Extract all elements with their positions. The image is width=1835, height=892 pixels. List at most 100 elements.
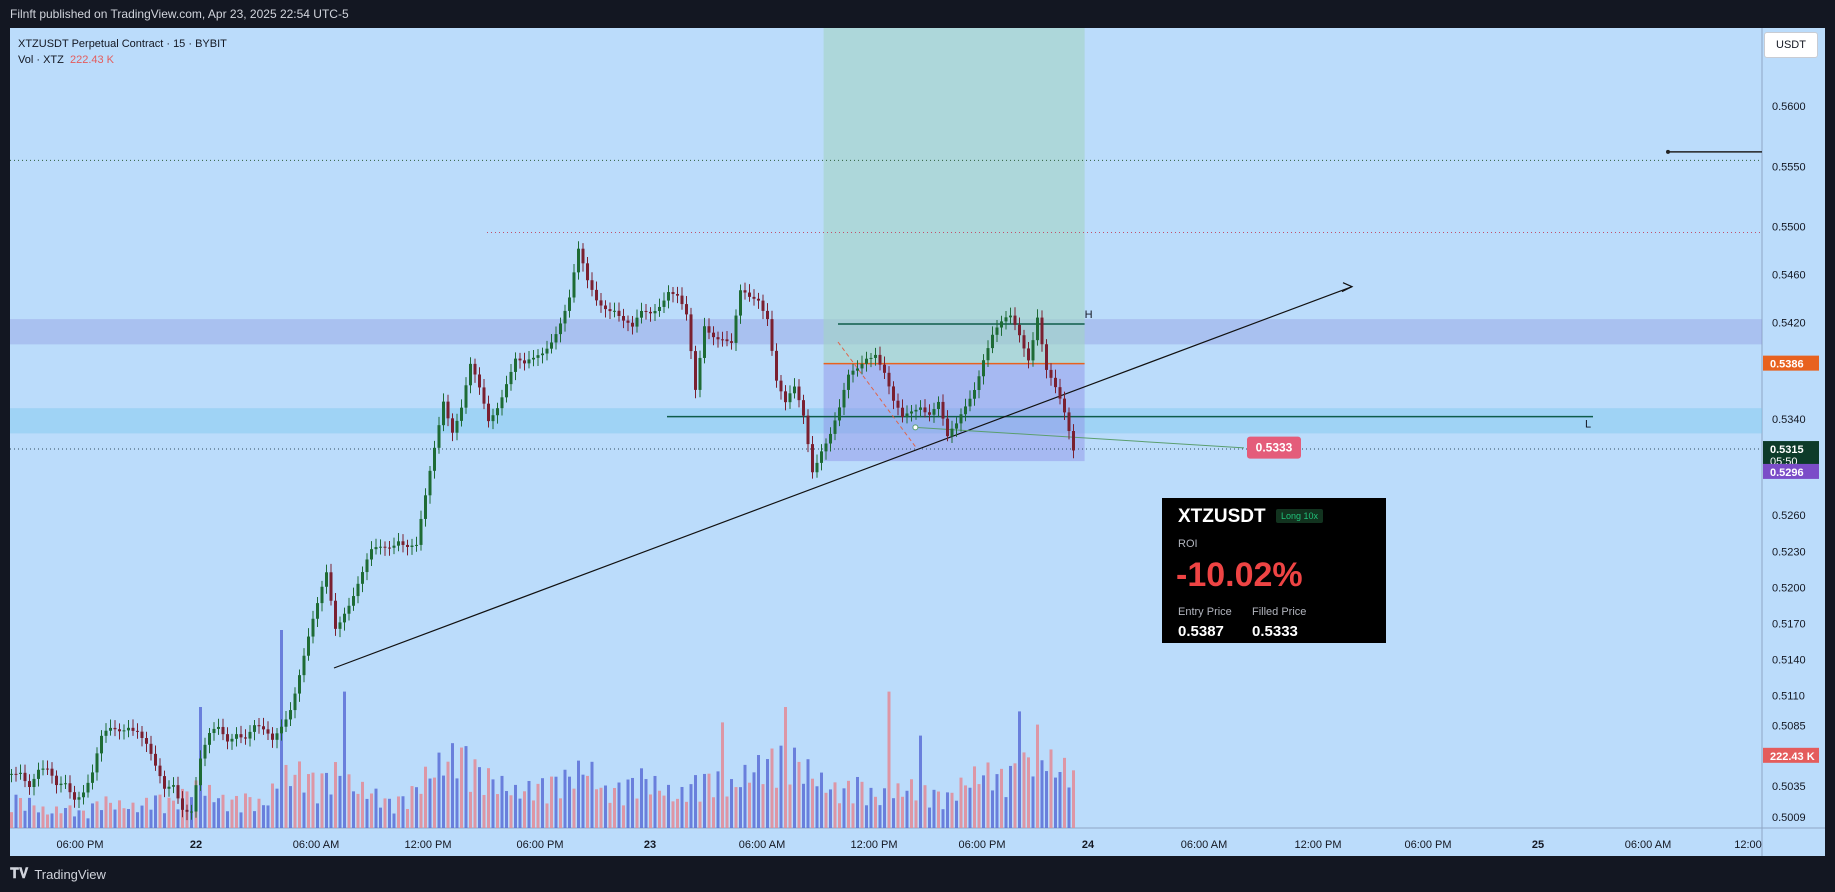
candle-body [113, 727, 117, 730]
volume-bar [694, 775, 697, 828]
candle-body [410, 545, 414, 547]
price-tick-label: 0.5600 [1772, 101, 1806, 113]
volume-bar [959, 777, 963, 828]
candle-body [860, 363, 864, 369]
volume-bar [568, 776, 571, 828]
time-tick-label: 06:00 PM [516, 839, 563, 851]
volume-bar [892, 798, 895, 828]
volume-bar [424, 766, 427, 828]
volume-bar [221, 794, 225, 828]
candle-body [464, 385, 468, 408]
price-tag-value: 0.5296 [1770, 467, 1804, 479]
volume-bar [833, 782, 837, 828]
publish-header: Filnft published on TradingView.com, Apr… [0, 0, 1835, 28]
price-tick-label: 0.5085 [1772, 721, 1806, 733]
volume-bar [698, 801, 702, 828]
volume-bar [739, 787, 742, 828]
volume-bar [437, 752, 441, 828]
volume-bar [532, 800, 535, 828]
volume-bar [946, 792, 949, 828]
volume-bar [995, 774, 999, 828]
candle-body [208, 733, 211, 745]
candle-body [217, 726, 220, 729]
volume-bar [356, 793, 360, 828]
volume-bar [923, 785, 927, 828]
volume-bar [626, 779, 630, 828]
volume-bar [640, 768, 643, 828]
tradingview-logo[interactable]: 𝐓𝐕 TradingView [10, 866, 106, 882]
volume-bar [869, 787, 873, 828]
candle-body [149, 743, 153, 754]
candle-body [37, 769, 40, 779]
volume-bar [383, 798, 387, 828]
currency-unit-button[interactable]: USDT [1764, 32, 1818, 58]
price-tick-label: 0.5420 [1772, 318, 1806, 330]
time-tick-label: 22 [190, 839, 202, 851]
candle-body [550, 342, 553, 349]
volume-bar [991, 790, 994, 828]
candle-body [388, 547, 391, 549]
candle-body [46, 768, 49, 770]
candle-body [829, 433, 832, 444]
candle-body [685, 304, 688, 315]
candle-body [878, 354, 882, 365]
volume-bar [482, 794, 486, 828]
price-tick-label: 0.5260 [1772, 510, 1806, 522]
candle-body [68, 783, 72, 793]
volume-bar [680, 786, 684, 828]
volume-bar [469, 791, 472, 828]
entry-price-label: Entry Price [1178, 606, 1232, 618]
candle-body [784, 391, 787, 403]
volume-bar [770, 748, 774, 828]
volume-bar [19, 798, 22, 828]
volume-bar [419, 793, 423, 828]
chart-legend: XTZUSDT Perpetual Contract · 15 · BYBIT … [18, 36, 227, 68]
publish-info: Filnft published on TradingView.com, Apr… [10, 7, 349, 21]
volume-bar [347, 774, 351, 828]
symbol-line: XTZUSDT Perpetual Contract · 15 · BYBIT [18, 38, 227, 50]
candle-body [109, 727, 112, 731]
volume-bar [685, 801, 688, 828]
volume-bar [676, 798, 679, 828]
volume-bar [109, 802, 112, 828]
volume-bar [757, 755, 760, 828]
volume-bar [23, 810, 27, 828]
volume-bar [239, 812, 243, 828]
candle-body [671, 292, 675, 295]
volume-bar [365, 798, 369, 828]
candle-body [23, 772, 27, 782]
candle-body [167, 786, 171, 789]
candle-body [343, 613, 346, 623]
price-chart[interactable]: HL0.56500.56000.55500.55000.54600.54200.… [0, 0, 1835, 856]
price-tag-value: 0.5315 [1770, 444, 1804, 456]
time-tick-label: 23 [644, 839, 656, 851]
volume-bar [415, 787, 418, 828]
candle-body [901, 407, 904, 418]
volume-bar [874, 796, 877, 828]
candle-body [743, 290, 747, 293]
candle-body [991, 334, 994, 349]
volume-bar [163, 813, 166, 828]
candle-body [469, 363, 472, 386]
volume-bar [334, 762, 337, 828]
candle-body [608, 309, 612, 312]
candle-body [739, 290, 742, 316]
volume-bar [901, 796, 904, 828]
volume-bar [307, 774, 310, 828]
volume-bar [275, 788, 279, 828]
candle-body [50, 768, 54, 776]
volume-bar [311, 772, 315, 828]
candle-body [563, 310, 567, 324]
candle-body [235, 734, 238, 739]
candle-body [491, 415, 495, 422]
volume-bar [802, 783, 805, 828]
candle-body [689, 314, 693, 352]
candle-body [941, 401, 945, 419]
price-tick-label: 0.5460 [1772, 270, 1806, 282]
volume-bar [28, 797, 31, 828]
volume-bar [401, 796, 405, 828]
volume-bar [86, 818, 90, 828]
volume-bar [973, 766, 976, 828]
candle-body [640, 310, 643, 318]
candle-body [590, 280, 594, 290]
